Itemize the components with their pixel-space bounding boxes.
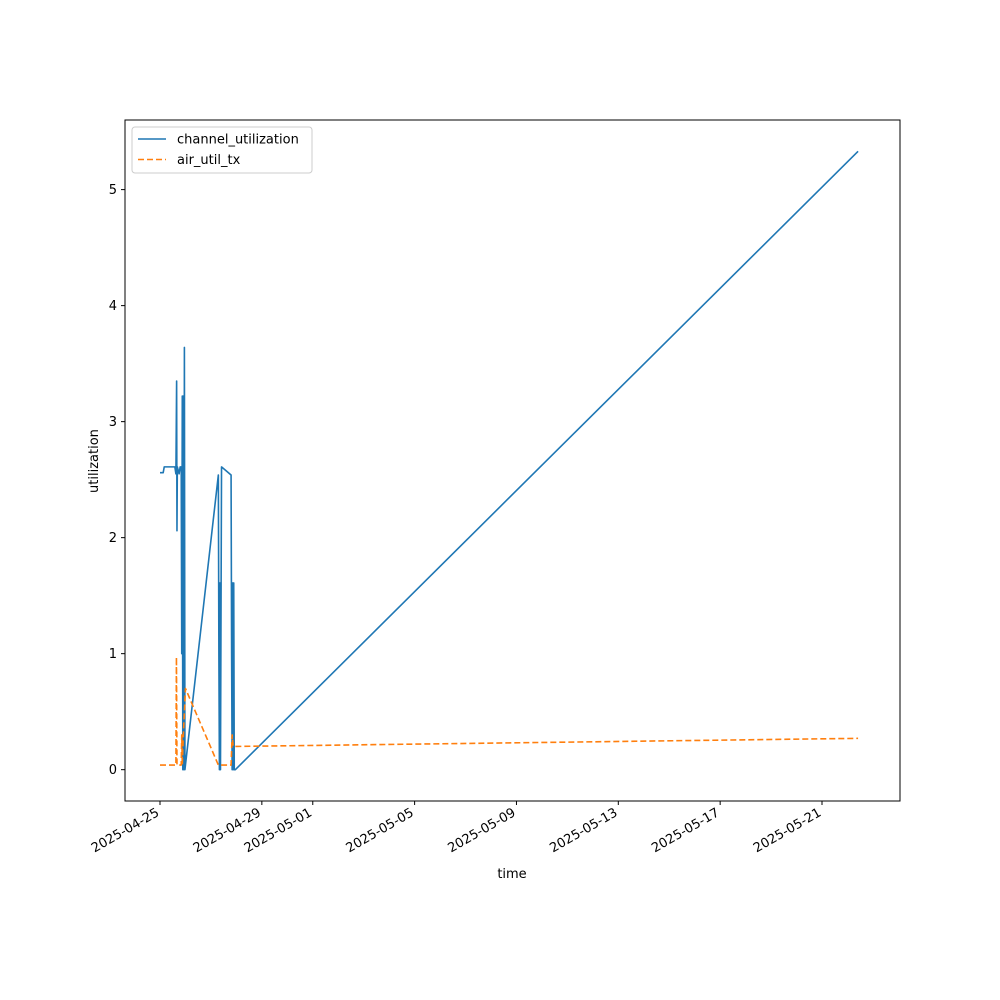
x-axis-label: time xyxy=(497,867,526,882)
series-line-air-util-tx xyxy=(160,656,859,766)
plot-series xyxy=(160,150,859,771)
y-axis: 0 1 2 3 4 5 xyxy=(109,183,125,778)
y-tick-label: 3 xyxy=(109,415,117,430)
y-tick-label: 2 xyxy=(109,531,117,546)
y-axis-label: utilization xyxy=(87,429,102,493)
legend-label-air-util-tx: air_util_tx xyxy=(177,153,241,168)
y-tick-label: 1 xyxy=(109,647,117,662)
legend-box xyxy=(131,126,313,174)
series-line-channel-utilization xyxy=(160,150,859,771)
plot-frame xyxy=(124,119,901,802)
legend-label-channel-utilization: channel_utilization xyxy=(177,133,299,148)
y-tick-label: 5 xyxy=(109,183,117,198)
legend: channel_utilization air_util_tx xyxy=(131,126,313,174)
y-tick-label: 0 xyxy=(109,763,117,778)
y-tick-label: 4 xyxy=(109,299,117,314)
